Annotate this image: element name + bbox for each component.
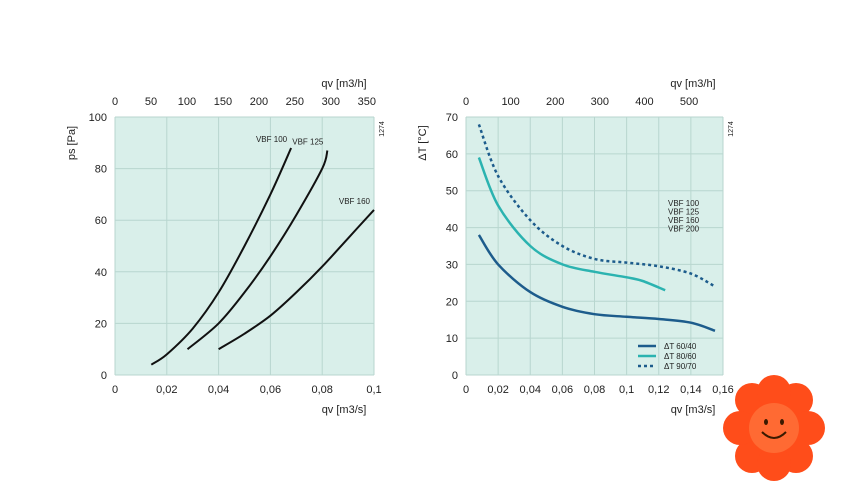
x-tick-label: 0 — [463, 384, 469, 396]
series-label: VBF 125 — [292, 138, 324, 147]
top-tick-label: 150 — [214, 96, 232, 108]
x-tick-label: 0,04 — [208, 384, 229, 396]
tick-labels: 0 0,02 0,04 0,06 0,08 0,1 0,12 0,14 0,160 100 200 3… — [446, 96, 734, 396]
y-axis-label: ps [Pa] — [66, 126, 78, 160]
series-layer — [477, 123, 716, 332]
grid — [114, 116, 375, 376]
top-tick-label: 250 — [286, 96, 304, 108]
top-tick-label: 0 — [463, 96, 469, 108]
top-tick-label: 500 — [680, 96, 698, 108]
top-tick-label: 50 — [145, 96, 157, 108]
y-tick-label: 20 — [95, 318, 107, 330]
top-tick-label: 100 — [501, 96, 519, 108]
x-axis-label: qv [m3/s] — [671, 404, 716, 416]
chart-code: 1274 — [379, 121, 386, 137]
y-tick-label: 0 — [452, 370, 458, 382]
x-tick-label: 0,08 — [311, 384, 332, 396]
top-tick-label: 100 — [178, 96, 196, 108]
x-tick-label: 0,14 — [680, 384, 701, 396]
x-tick-label: 0,1 — [619, 384, 634, 396]
x-tick-label: 0,12 — [648, 384, 669, 396]
y-tick-label: 30 — [446, 259, 458, 271]
x-tick-label: 0,08 — [584, 384, 605, 396]
legend-label: ΔT 80/60 — [664, 352, 697, 361]
series-label: VBF 160 — [339, 197, 371, 206]
y-tick-label: 70 — [446, 112, 458, 124]
top-tick-label: 0 — [112, 96, 118, 108]
top-tick-label: 200 — [546, 96, 564, 108]
top-tick-label: 400 — [635, 96, 653, 108]
series-line — [186, 150, 329, 350]
x-tick-label: 0 — [112, 384, 118, 396]
top-axis-label: qv [m3/h] — [670, 78, 715, 90]
y-tick-label: 80 — [95, 164, 107, 176]
smiley-flower-icon — [723, 375, 825, 481]
top-tick-label: 200 — [250, 96, 268, 108]
y-tick-label: 0 — [101, 370, 107, 382]
y-tick-label: 20 — [446, 296, 458, 308]
tick-labels: 0 0,02 0,04 0,06 0,08 0,10 50 100 150 200 250 300 35… — [89, 96, 382, 396]
series-line — [477, 157, 666, 292]
series-line — [218, 209, 375, 351]
grid — [465, 116, 724, 376]
top-tick-label: 300 — [322, 96, 340, 108]
top-tick-label: 350 — [358, 96, 376, 108]
y-tick-label: 60 — [446, 149, 458, 161]
x-tick-label: 0,16 — [712, 384, 733, 396]
y-tick-label: 50 — [446, 186, 458, 198]
x-tick-label: 0,1 — [366, 384, 381, 396]
x-axis-label: qv [m3/s] — [322, 404, 367, 416]
model-label: VBF 200 — [668, 225, 700, 234]
x-tick-label: 0,02 — [156, 384, 177, 396]
series-line — [477, 234, 716, 332]
y-tick-label: 60 — [95, 215, 107, 227]
chart-code: 1274 — [728, 121, 735, 137]
series-label: VBF 100 — [256, 135, 288, 144]
model-label: VBF 100 — [668, 199, 700, 208]
x-tick-label: 0,04 — [520, 384, 541, 396]
legend-label: ΔT 60/40 — [664, 342, 697, 351]
x-tick-label: 0,06 — [260, 384, 281, 396]
pressure-chart: VBF 100 VBF 125 VBF 160 0 0,02 0,04 0,06 0,08 0… — [66, 78, 386, 416]
model-label: VBF 125 — [668, 208, 700, 217]
temperature-chart: 0 0,02 0,04 0,06 0,08 0,1 0,12 0,14 0,160 100 200 3… — [417, 78, 735, 416]
y-tick-label: 100 — [89, 112, 107, 124]
y-tick-label: 40 — [446, 223, 458, 235]
top-axis-label: qv [m3/h] — [321, 78, 366, 90]
y-axis-label: ΔT [°C] — [417, 125, 429, 160]
x-tick-label: 0,02 — [487, 384, 508, 396]
top-tick-label: 300 — [591, 96, 609, 108]
x-tick-label: 0,06 — [552, 384, 573, 396]
legend-label: ΔT 90/70 — [664, 362, 697, 371]
y-tick-label: 10 — [446, 333, 458, 345]
series-layer: VBF 100 VBF 125 VBF 160 — [150, 135, 375, 366]
model-label: VBF 160 — [668, 216, 700, 225]
y-tick-label: 40 — [95, 267, 107, 279]
series-line — [150, 147, 293, 366]
